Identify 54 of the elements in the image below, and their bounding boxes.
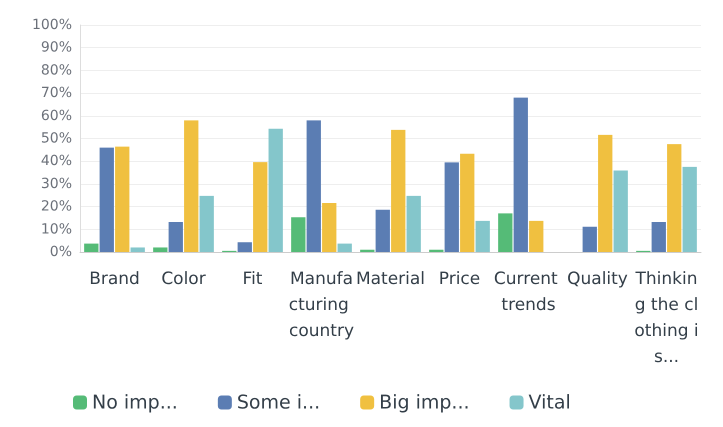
y-tick-label: 80% (40, 62, 72, 78)
bar (614, 170, 628, 252)
bar (529, 220, 544, 252)
bar (598, 134, 612, 252)
y-tick-label: 60% (40, 108, 72, 124)
bar (498, 213, 512, 252)
y-tick-label: 50% (40, 130, 72, 146)
x-tick-label: Manufacturing country (288, 269, 354, 341)
bar (476, 220, 490, 252)
y-tick-label: 90% (40, 40, 72, 56)
bar (168, 222, 183, 252)
y-tick-label: 30% (40, 176, 72, 192)
x-tick-label: Material (356, 269, 426, 289)
x-tick-label: Quality (567, 269, 628, 289)
bar (268, 128, 283, 252)
bar (682, 166, 697, 252)
bar (291, 217, 306, 252)
bar (652, 222, 666, 252)
legend-label: No imp... (92, 392, 178, 414)
bar (184, 120, 198, 252)
bar (376, 210, 390, 252)
x-tick-label: Fit (242, 269, 263, 289)
y-tick-label: 0% (50, 244, 72, 260)
bar (391, 130, 406, 252)
bar (406, 196, 421, 252)
bar (460, 154, 474, 252)
x-tick-label: Thinking the clothing is... (634, 269, 699, 367)
bar (100, 148, 114, 252)
bar (444, 162, 459, 252)
bar (514, 98, 528, 252)
y-tick-label: 10% (40, 221, 72, 238)
y-tick-label: 70% (40, 85, 72, 102)
x-tick-label: Brand (89, 269, 140, 289)
bar (667, 144, 682, 252)
bar (115, 146, 130, 252)
bar (200, 196, 214, 252)
bar (153, 247, 168, 252)
y-tick-label: 40% (40, 153, 72, 170)
x-tick-label: Price (438, 269, 480, 289)
bar (582, 226, 597, 252)
legend-label: Big imp... (379, 392, 470, 414)
bar (322, 202, 336, 252)
bar (306, 120, 321, 252)
legend-label: Some i... (236, 392, 320, 414)
bar (84, 244, 98, 252)
bar (253, 162, 268, 252)
bar (338, 244, 352, 252)
bar (238, 242, 252, 252)
bar (130, 247, 145, 252)
x-tick-label: Current trends (494, 269, 564, 315)
y-tick-label: 20% (40, 198, 72, 215)
legend-label: Vital (528, 392, 571, 414)
x-tick-label: Color (161, 269, 206, 289)
y-tick-label: 100% (32, 17, 72, 33)
